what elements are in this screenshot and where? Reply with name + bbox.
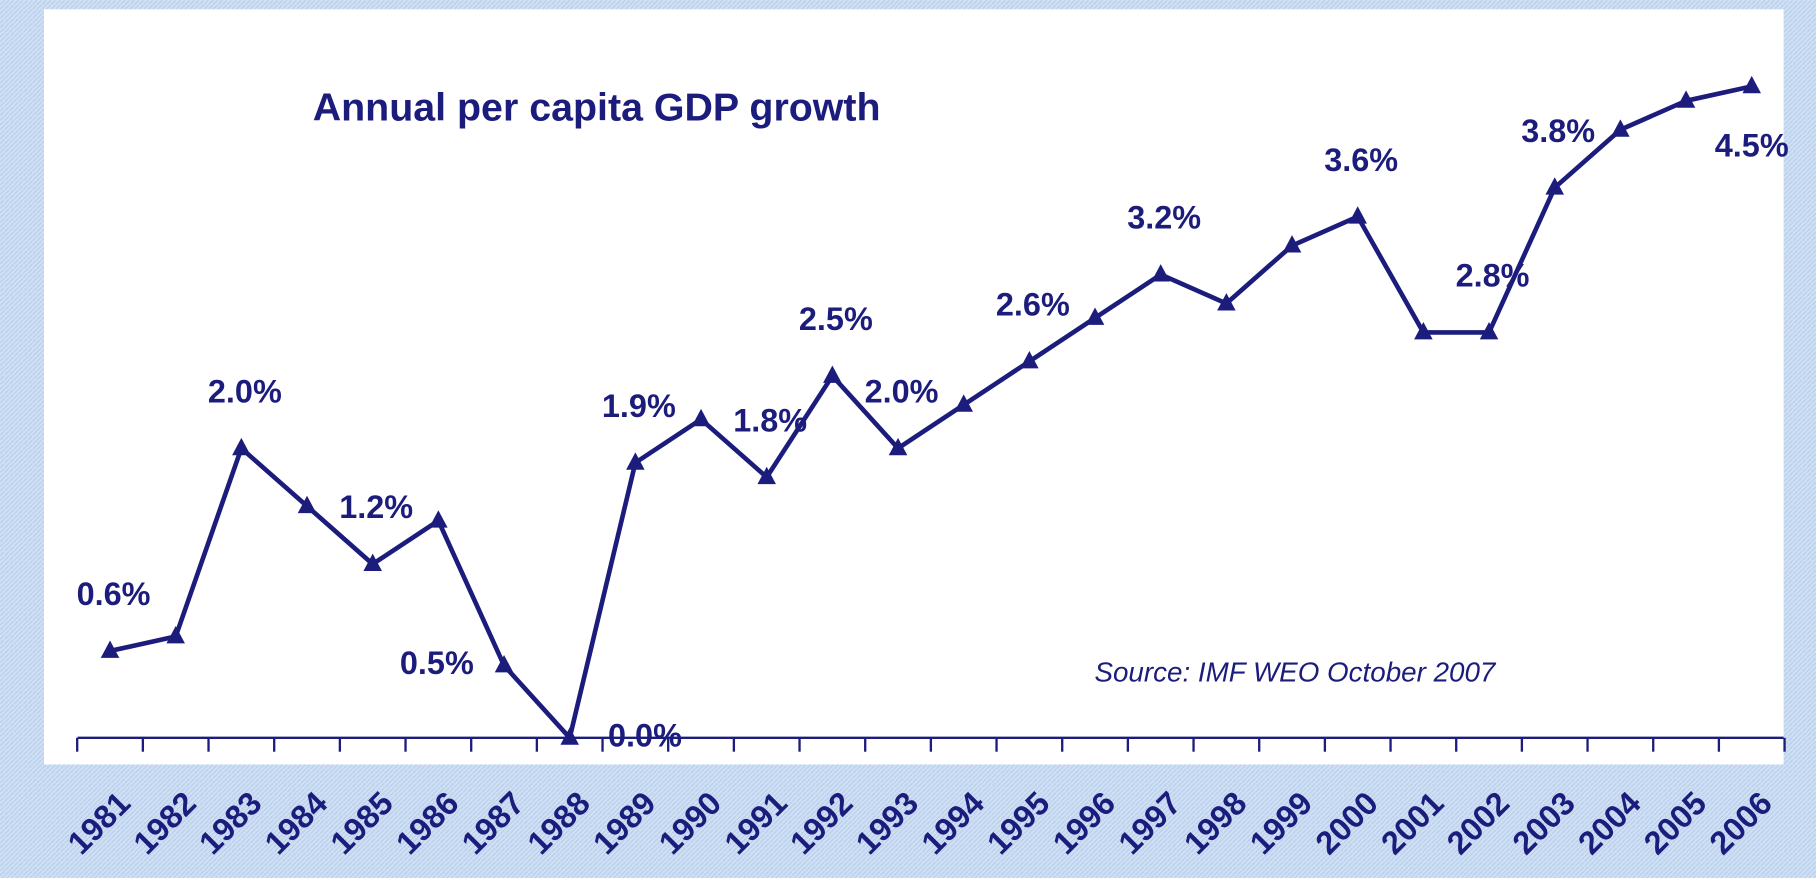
marker — [100, 640, 120, 658]
marker — [1414, 322, 1433, 340]
marker — [954, 394, 973, 412]
marker — [757, 466, 776, 485]
marker — [494, 654, 514, 673]
data-label: 4.5% — [1715, 127, 1789, 163]
marker — [1479, 322, 1499, 340]
marker — [691, 408, 711, 427]
marker — [429, 510, 448, 528]
data-label: 2.5% — [799, 301, 873, 337]
marker — [1348, 206, 1367, 224]
marker — [1151, 264, 1170, 282]
chart-title: Annual per capita GDP growth — [313, 85, 881, 129]
data-label: 0.6% — [77, 576, 151, 612]
series-line — [109, 84, 1753, 741]
data-label: 3.8% — [1521, 113, 1595, 149]
marker — [363, 553, 382, 572]
marker — [1217, 293, 1236, 311]
data-label: 3.2% — [1127, 200, 1201, 236]
marker — [1611, 119, 1630, 137]
data-label: 1.8% — [733, 402, 807, 438]
data-label: 2.0% — [208, 373, 282, 409]
data-label: 2.8% — [1456, 258, 1530, 294]
data-label: 2.6% — [996, 287, 1070, 323]
marker — [823, 365, 842, 383]
data-label: 1.9% — [602, 388, 676, 424]
marker — [1085, 307, 1105, 325]
marker — [1020, 350, 1039, 369]
data-label: 2.0% — [865, 373, 939, 409]
marker — [297, 495, 317, 514]
marker — [560, 727, 579, 745]
marker — [1282, 235, 1302, 253]
marker — [1742, 75, 1761, 94]
data-label: 0.5% — [400, 645, 474, 681]
data-label: 0.0% — [608, 717, 682, 753]
data-label: 1.2% — [339, 489, 413, 525]
marker — [166, 626, 185, 644]
marker — [626, 452, 645, 470]
marker — [1545, 177, 1564, 195]
marker — [1676, 90, 1696, 108]
source-note: Source: IMF WEO October 2007 — [1094, 656, 1496, 687]
data-label: 3.6% — [1324, 142, 1398, 178]
plot-panel — [44, 9, 1784, 765]
marker — [888, 437, 908, 456]
marker — [232, 437, 251, 456]
